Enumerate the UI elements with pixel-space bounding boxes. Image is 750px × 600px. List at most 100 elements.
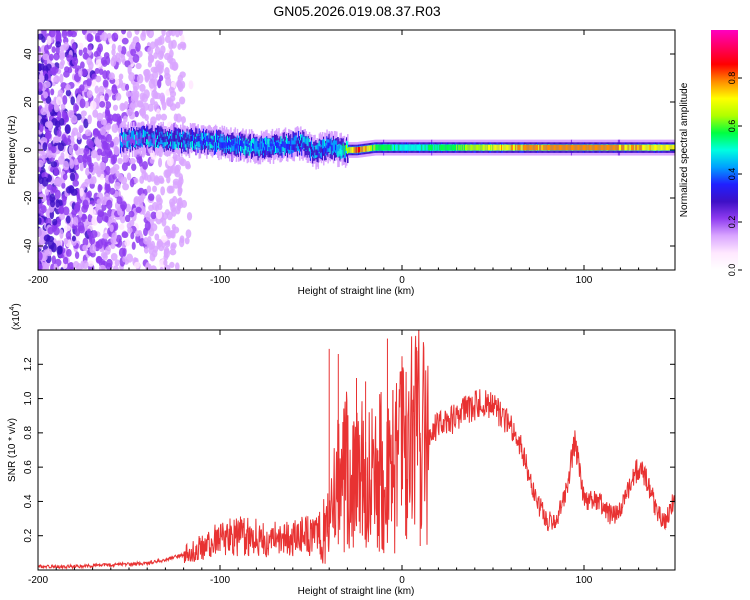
- heatmap-ridge-cell: [507, 144, 510, 151]
- heatmap-ridge-cell: [293, 144, 296, 151]
- heatmap-ridge-cell: [205, 133, 207, 147]
- heatmap-ridge-cell: [410, 144, 412, 151]
- heatmap-cell: [104, 93, 109, 102]
- heatmap-ridge-cell: [246, 143, 249, 150]
- heatmap-cell: [98, 68, 104, 76]
- heatmap-ridge-cell: [497, 144, 500, 151]
- heatmap-ridge-cell: [306, 145, 309, 152]
- heatmap-ridge-cell: [626, 144, 629, 151]
- heatmap-ridge-cell: [636, 144, 638, 151]
- heatmap-cell: [174, 30, 180, 38]
- heatmap-ridge-cell: [412, 144, 415, 151]
- heatmap-ridge-cell: [163, 136, 166, 143]
- heatmap-cell: [86, 78, 92, 87]
- heatmap-cell: [111, 123, 119, 133]
- heatmap-cell: [139, 83, 146, 92]
- x-tick-label: -100: [210, 575, 230, 586]
- heatmap-cell: [64, 225, 71, 232]
- heatmap-ridge-cell: [154, 134, 157, 141]
- heatmap-cell: [127, 226, 133, 234]
- heatmap-ridge-cell: [442, 144, 444, 151]
- heatmap-ridge-cell: [173, 136, 175, 149]
- y-tick-label: 0: [23, 147, 34, 153]
- heatmap-cell: [157, 175, 164, 184]
- heatmap-cell: [164, 35, 171, 43]
- heatmap-cell: [170, 244, 176, 251]
- heatmap-ridge-cell: [134, 139, 136, 146]
- heatmap-ridge-cell: [585, 144, 587, 151]
- heatmap-ridge-cell: [411, 144, 413, 151]
- heatmap-cell: [64, 138, 72, 146]
- heatmap-cell: [134, 261, 141, 269]
- heatmap-cell: [94, 85, 100, 94]
- heatmap-ridge-cell: [625, 144, 627, 151]
- heatmap-cell: [63, 237, 69, 245]
- heatmap-cell: [102, 79, 109, 88]
- heatmap-ridge-cell: [573, 144, 575, 151]
- heatmap-ridge-cell: [577, 144, 579, 151]
- heatmap-ridge-cell: [616, 144, 619, 151]
- colorbar-label: Normalized spectral amplitude: [679, 82, 690, 217]
- heatmap-ridge-cell: [617, 144, 620, 151]
- x-tick-label: -200: [28, 575, 48, 586]
- heatmap-ridge-cell: [276, 142, 278, 149]
- heatmap-cell: [121, 231, 129, 239]
- heatmap-ridge-cell: [443, 144, 445, 151]
- heatmap-ridge-cell: [237, 139, 240, 146]
- heatmap-ridge-cell: [673, 144, 675, 151]
- heatmap-cell: [77, 221, 85, 232]
- heatmap-cell: [87, 260, 94, 267]
- heatmap-ridge-cell: [145, 136, 147, 143]
- heatmap-ridge-cell: [224, 142, 227, 149]
- heatmap-cell: [38, 217, 42, 225]
- heatmap-ridge-cell: [233, 138, 235, 151]
- heatmap-ridge-cell: [418, 144, 420, 151]
- heatmap-cell: [109, 224, 114, 233]
- heatmap-ridge-cell: [362, 146, 364, 153]
- heatmap-ridge-cell: [173, 135, 175, 142]
- heatmap-cell: [87, 43, 93, 51]
- heatmap-cell: [156, 240, 161, 250]
- chart-title: GN05.2026.019.08.37.R03: [273, 3, 441, 19]
- heatmap-ridge-cell: [331, 145, 334, 152]
- heatmap-ridge-cell: [610, 144, 612, 151]
- heatmap-ridge-cell: [369, 145, 372, 152]
- heatmap-ridge-cell: [137, 138, 139, 144]
- heatmap-ridge-cell: [448, 144, 451, 151]
- heatmap-ridge-cell: [197, 137, 199, 150]
- heatmap-cell: [164, 240, 171, 248]
- heatmap-cell: [46, 183, 53, 191]
- heatmap-cell: [72, 260, 80, 269]
- heatmap-cell: [41, 252, 48, 261]
- heatmap-ridge-cell: [665, 144, 668, 151]
- heatmap-ridge-cell: [258, 143, 261, 150]
- heatmap-ridge-cell: [395, 144, 397, 151]
- heatmap-ridge-cell: [164, 136, 167, 143]
- heatmap-ridge-cell: [186, 137, 189, 144]
- heatmap-cell: [103, 52, 110, 59]
- heatmap-ridge-cell: [161, 134, 163, 141]
- heatmap-cell: [104, 215, 109, 223]
- heatmap-ridge-cell: [340, 146, 342, 160]
- heatmap-ridge-cell: [166, 136, 169, 142]
- heatmap-ridge-cell: [215, 136, 218, 142]
- heatmap-ridge-cell: [437, 144, 440, 151]
- heatmap-cell: [83, 147, 90, 155]
- heatmap-ridge-cell: [190, 135, 193, 142]
- heatmap-ridge-cell: [307, 137, 310, 151]
- heatmap-cell: [78, 209, 83, 218]
- heatmap-ridge-cell: [569, 144, 572, 151]
- heatmap-cell: [57, 142, 65, 152]
- heatmap-cell: [45, 132, 51, 140]
- heatmap-cell: [118, 73, 124, 80]
- heatmap-cell: [91, 215, 99, 226]
- heatmap-ridge-cell: [150, 133, 152, 147]
- heatmap-ridge-cell: [539, 144, 541, 151]
- heatmap-ridge-cell: [576, 144, 578, 151]
- heatmap-ridge-cell: [255, 141, 257, 154]
- heatmap-ridge-cell: [503, 144, 505, 151]
- heatmap-ridge-cell: [468, 144, 470, 151]
- heatmap-ridge-cell: [518, 144, 520, 151]
- heatmap-ridge-cell: [223, 141, 226, 148]
- heatmap-ridge-cell: [504, 144, 506, 151]
